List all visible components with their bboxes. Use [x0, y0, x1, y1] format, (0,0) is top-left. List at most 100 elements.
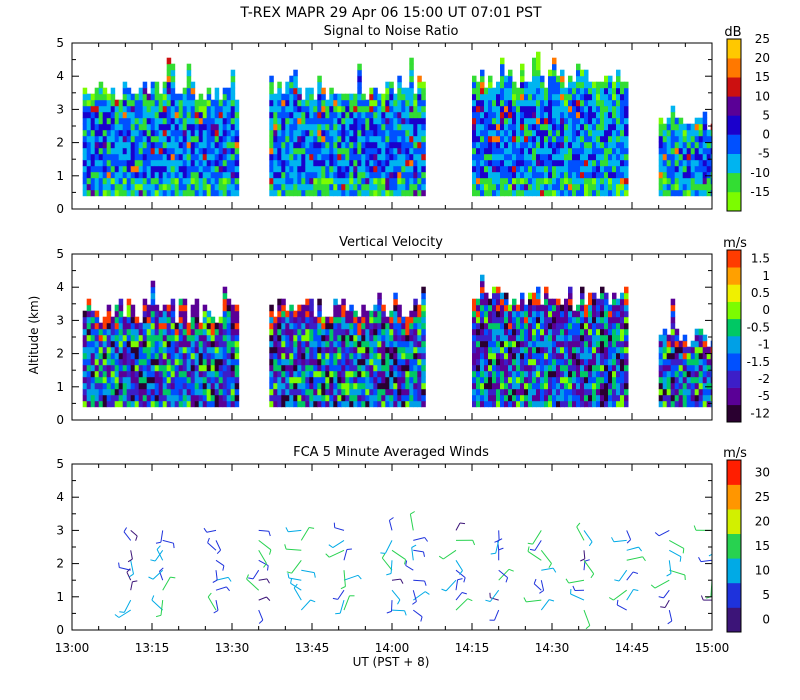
heatmap-cell: [472, 322, 477, 330]
heatmap-cell: [293, 171, 298, 179]
heatmap-cell: [592, 358, 597, 366]
heatmap-cell: [604, 177, 609, 185]
heatmap-cell: [114, 123, 120, 131]
heatmap-cell: [106, 370, 112, 378]
heatmap-cell: [592, 310, 597, 318]
heatmap-cell: [325, 141, 330, 149]
heatmap-cell: [222, 147, 228, 155]
heatmap-cell: [588, 111, 593, 119]
heatmap-cell: [596, 364, 601, 372]
heatmap-cell: [82, 105, 88, 113]
heatmap-cell: [532, 57, 537, 65]
heatmap-cell: [341, 171, 346, 179]
heatmap-cell: [377, 364, 382, 372]
heatmap-cell: [508, 352, 513, 360]
heatmap-cell: [556, 183, 561, 191]
heatmap-cell: [564, 87, 569, 95]
heatmap-cell: [508, 346, 513, 354]
heatmap-cell: [293, 322, 298, 330]
heatmap-cell: [194, 183, 200, 191]
heatmap-cell: [118, 310, 124, 318]
heatmap-cell: [178, 364, 184, 372]
heatmap-cell: [690, 129, 696, 137]
heatmap-cell: [138, 328, 144, 336]
heatmap-cell: [552, 123, 557, 131]
heatmap-cell: [289, 316, 294, 324]
heatmap-cell: [488, 364, 493, 372]
heatmap-cell: [305, 189, 310, 197]
heatmap-cell: [317, 352, 322, 360]
heatmap-cell: [198, 340, 204, 348]
heatmap-cell: [194, 147, 200, 155]
heatmap-cell: [504, 322, 509, 330]
heatmap-cell: [488, 99, 493, 107]
heatmap-cell: [158, 135, 164, 143]
heatmap-cell: [710, 358, 712, 366]
heatmap-cell: [706, 400, 712, 408]
heatmap-cell: [305, 322, 310, 330]
heatmap-cell: [138, 382, 144, 390]
heatmap-cell: [186, 346, 192, 354]
heatmap-cell: [281, 304, 286, 312]
heatmap-cell: [389, 153, 394, 161]
heatmap-cell: [122, 123, 128, 131]
heatmap-cell: [690, 165, 696, 173]
heatmap-cell: [401, 87, 406, 95]
heatmap-cell: [612, 376, 617, 384]
heatmap-cell: [273, 153, 278, 161]
heatmap-cell: [548, 177, 553, 185]
heatmap-cell: [369, 99, 374, 107]
heatmap-cell: [102, 352, 108, 360]
heatmap-cell: [86, 135, 92, 143]
heatmap-cell: [110, 129, 116, 137]
heatmap-cell: [413, 147, 418, 155]
heatmap-cell: [512, 159, 517, 167]
heatmap-cell: [273, 117, 278, 125]
heatmap-cell: [488, 388, 493, 396]
heatmap-cell: [166, 147, 172, 155]
heatmap-cell: [154, 328, 160, 336]
heatmap-cell: [560, 388, 565, 396]
heatmap-cell: [90, 400, 96, 408]
wind-barb-flag: [285, 527, 289, 533]
heatmap-cell: [309, 388, 314, 396]
heatmap-cell: [520, 129, 525, 137]
heatmap-cell: [496, 382, 501, 390]
heatmap-cell: [397, 159, 402, 167]
heatmap-cell: [616, 358, 621, 366]
heatmap-cell: [524, 352, 529, 360]
heatmap-cell: [345, 370, 350, 378]
heatmap-cell: [325, 153, 330, 161]
heatmap-cell: [381, 183, 386, 191]
heatmap-cell: [226, 129, 232, 137]
heatmap-cell: [662, 400, 668, 408]
heatmap-cell: [194, 165, 200, 173]
heatmap-cell: [385, 177, 390, 185]
heatmap-cell: [281, 358, 286, 366]
heatmap-cell: [297, 388, 302, 396]
heatmap-cell: [612, 111, 617, 119]
heatmap-cell: [357, 388, 362, 396]
heatmap-cell: [472, 111, 477, 119]
heatmap-cell: [405, 147, 410, 155]
heatmap-cell: [214, 382, 220, 390]
wind-barb-flag: [459, 522, 466, 525]
heatmap-cell: [556, 352, 561, 360]
heatmap-cell: [353, 129, 358, 137]
heatmap-cell: [345, 358, 350, 366]
heatmap-cell: [706, 141, 712, 149]
heatmap-cell: [162, 322, 168, 330]
wind-barb-flag: [207, 537, 210, 543]
heatmap-cell: [516, 153, 521, 161]
wind-barb-flag: [148, 576, 154, 580]
wind-barb: [443, 549, 457, 560]
heatmap-cell: [500, 105, 505, 113]
wind-barb-flag: [424, 537, 429, 542]
heatmap-cell: [600, 105, 605, 113]
colorbar-swatch: [727, 284, 741, 302]
heatmap-cell: [154, 99, 160, 107]
heatmap-cell: [604, 388, 609, 396]
heatmap-cell: [409, 340, 414, 348]
heatmap-cell: [222, 388, 228, 396]
heatmap-cell: [277, 298, 282, 306]
